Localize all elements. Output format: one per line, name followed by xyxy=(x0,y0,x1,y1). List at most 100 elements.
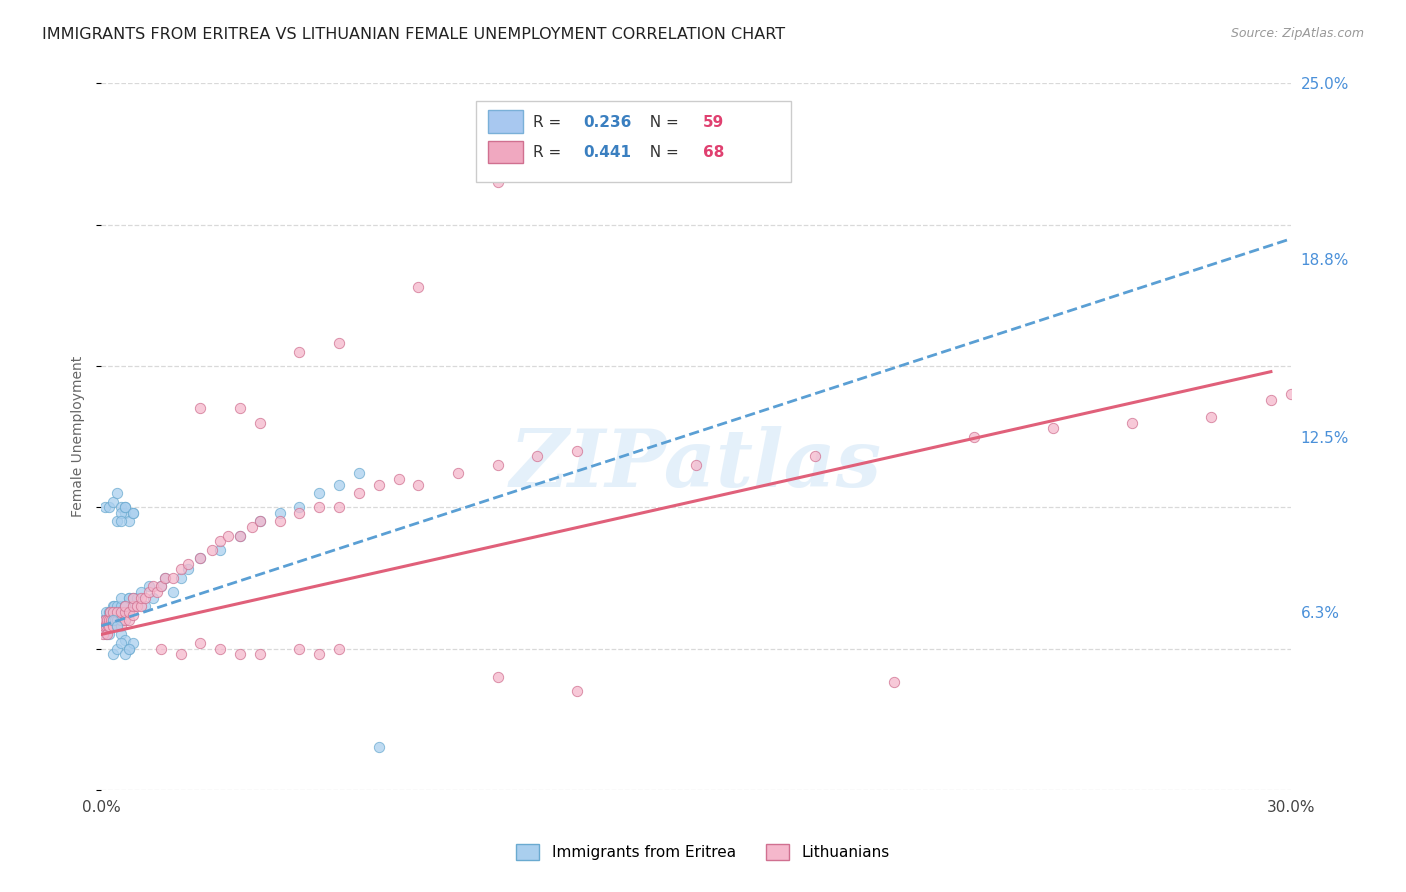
Point xyxy=(169,571,191,585)
Point xyxy=(1121,416,1143,430)
Point xyxy=(288,500,311,515)
Point xyxy=(114,633,136,648)
Point xyxy=(122,607,145,622)
Point xyxy=(118,591,141,605)
Point xyxy=(118,515,141,529)
Point xyxy=(98,500,121,515)
Text: N =: N = xyxy=(640,145,683,161)
Point xyxy=(162,585,184,599)
Text: R =: R = xyxy=(533,115,567,130)
Point xyxy=(118,613,141,627)
Point xyxy=(122,591,145,605)
Point xyxy=(122,506,145,520)
Point xyxy=(98,627,121,641)
Point xyxy=(153,571,176,585)
Point xyxy=(96,613,118,627)
Point xyxy=(153,571,176,585)
Point xyxy=(101,647,124,661)
Point xyxy=(118,641,141,656)
Point xyxy=(96,627,118,641)
Point xyxy=(328,336,350,351)
Point xyxy=(408,477,430,491)
Point xyxy=(125,599,148,614)
Point xyxy=(142,591,165,605)
Text: ZIPatlas: ZIPatlas xyxy=(510,426,882,504)
Point xyxy=(308,647,330,661)
Point xyxy=(149,579,172,593)
Point xyxy=(98,613,121,627)
Point xyxy=(101,605,124,619)
Point xyxy=(98,613,121,627)
Point xyxy=(118,591,141,605)
Point xyxy=(526,450,548,464)
Point xyxy=(328,641,350,656)
Point xyxy=(122,636,145,650)
Text: R =: R = xyxy=(533,145,567,161)
Point xyxy=(98,605,121,619)
Point xyxy=(138,585,160,599)
Point xyxy=(122,506,145,520)
Point xyxy=(107,613,129,627)
Point xyxy=(93,619,115,633)
Point xyxy=(134,591,156,605)
FancyBboxPatch shape xyxy=(488,141,523,163)
Point xyxy=(103,613,125,627)
Point xyxy=(387,472,409,486)
Legend: Immigrants from Eritrea, Lithuanians: Immigrants from Eritrea, Lithuanians xyxy=(510,838,896,866)
Point xyxy=(188,636,211,650)
Point xyxy=(94,613,117,627)
Point xyxy=(177,562,200,576)
Point xyxy=(229,401,252,416)
Point xyxy=(122,591,145,605)
FancyBboxPatch shape xyxy=(488,111,523,133)
Point xyxy=(105,619,128,633)
Point xyxy=(149,579,172,593)
Point xyxy=(105,641,128,656)
Point xyxy=(104,605,127,619)
Point xyxy=(105,613,128,627)
Point xyxy=(105,486,128,500)
Point xyxy=(96,619,118,633)
Point xyxy=(105,515,128,529)
Point xyxy=(1279,387,1302,401)
Point xyxy=(217,528,239,542)
Point xyxy=(101,613,124,627)
Point xyxy=(145,585,167,599)
Point xyxy=(98,605,121,619)
Point xyxy=(103,599,125,614)
Point xyxy=(96,605,118,619)
Point xyxy=(100,613,122,627)
Point xyxy=(114,613,136,627)
Point xyxy=(1042,421,1064,435)
Point xyxy=(101,494,124,508)
Point xyxy=(118,605,141,619)
Point xyxy=(129,591,152,605)
Point xyxy=(114,500,136,515)
Text: 59: 59 xyxy=(703,115,724,130)
Point xyxy=(91,613,114,627)
Point xyxy=(408,280,430,294)
Point xyxy=(94,500,117,515)
Point xyxy=(114,605,136,619)
Point xyxy=(100,619,122,633)
Point xyxy=(125,591,148,605)
Point xyxy=(129,599,152,614)
Point xyxy=(118,641,141,656)
Point xyxy=(229,528,252,542)
Point xyxy=(328,477,350,491)
Point xyxy=(177,557,200,571)
Point xyxy=(110,605,132,619)
Point xyxy=(114,599,136,614)
Point xyxy=(486,670,509,684)
Point xyxy=(110,591,132,605)
Point xyxy=(105,599,128,614)
Point xyxy=(288,344,311,359)
Point xyxy=(93,619,115,633)
Point xyxy=(229,647,252,661)
Point xyxy=(110,500,132,515)
Point xyxy=(101,613,124,627)
Point xyxy=(105,619,128,633)
Point xyxy=(804,450,827,464)
Point xyxy=(97,622,120,636)
Point xyxy=(96,613,118,627)
